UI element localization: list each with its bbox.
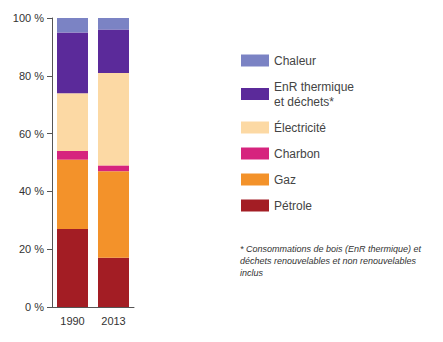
svg-text:40 %: 40 % (19, 185, 44, 197)
svg-text:Chaleur: Chaleur (274, 54, 316, 68)
svg-text:Pétrole: Pétrole (274, 199, 312, 213)
svg-text:déchets renouvelables et non r: déchets renouvelables et non renouvelabl… (240, 256, 419, 266)
svg-text:Charbon: Charbon (274, 147, 320, 161)
svg-text:EnR thermique: EnR thermique (274, 80, 357, 94)
svg-text:2013: 2013 (101, 315, 125, 327)
svg-text:20 %: 20 % (19, 243, 44, 255)
svg-text:Électricité: Électricité (274, 120, 326, 135)
svg-text:100 %: 100 % (13, 12, 44, 24)
svg-text:* Consommations de bois (EnR t: * Consommations de bois (EnR thermique) … (240, 244, 424, 254)
svg-text:80 %: 80 % (19, 70, 44, 82)
svg-text:60 %: 60 % (19, 128, 44, 140)
svg-text:Gaz: Gaz (274, 173, 296, 187)
svg-text:1990: 1990 (60, 315, 84, 327)
svg-text:0 %: 0 % (25, 301, 44, 313)
svg-text:inclus: inclus (240, 268, 264, 278)
svg-text:et déchets*: et déchets* (274, 95, 334, 109)
